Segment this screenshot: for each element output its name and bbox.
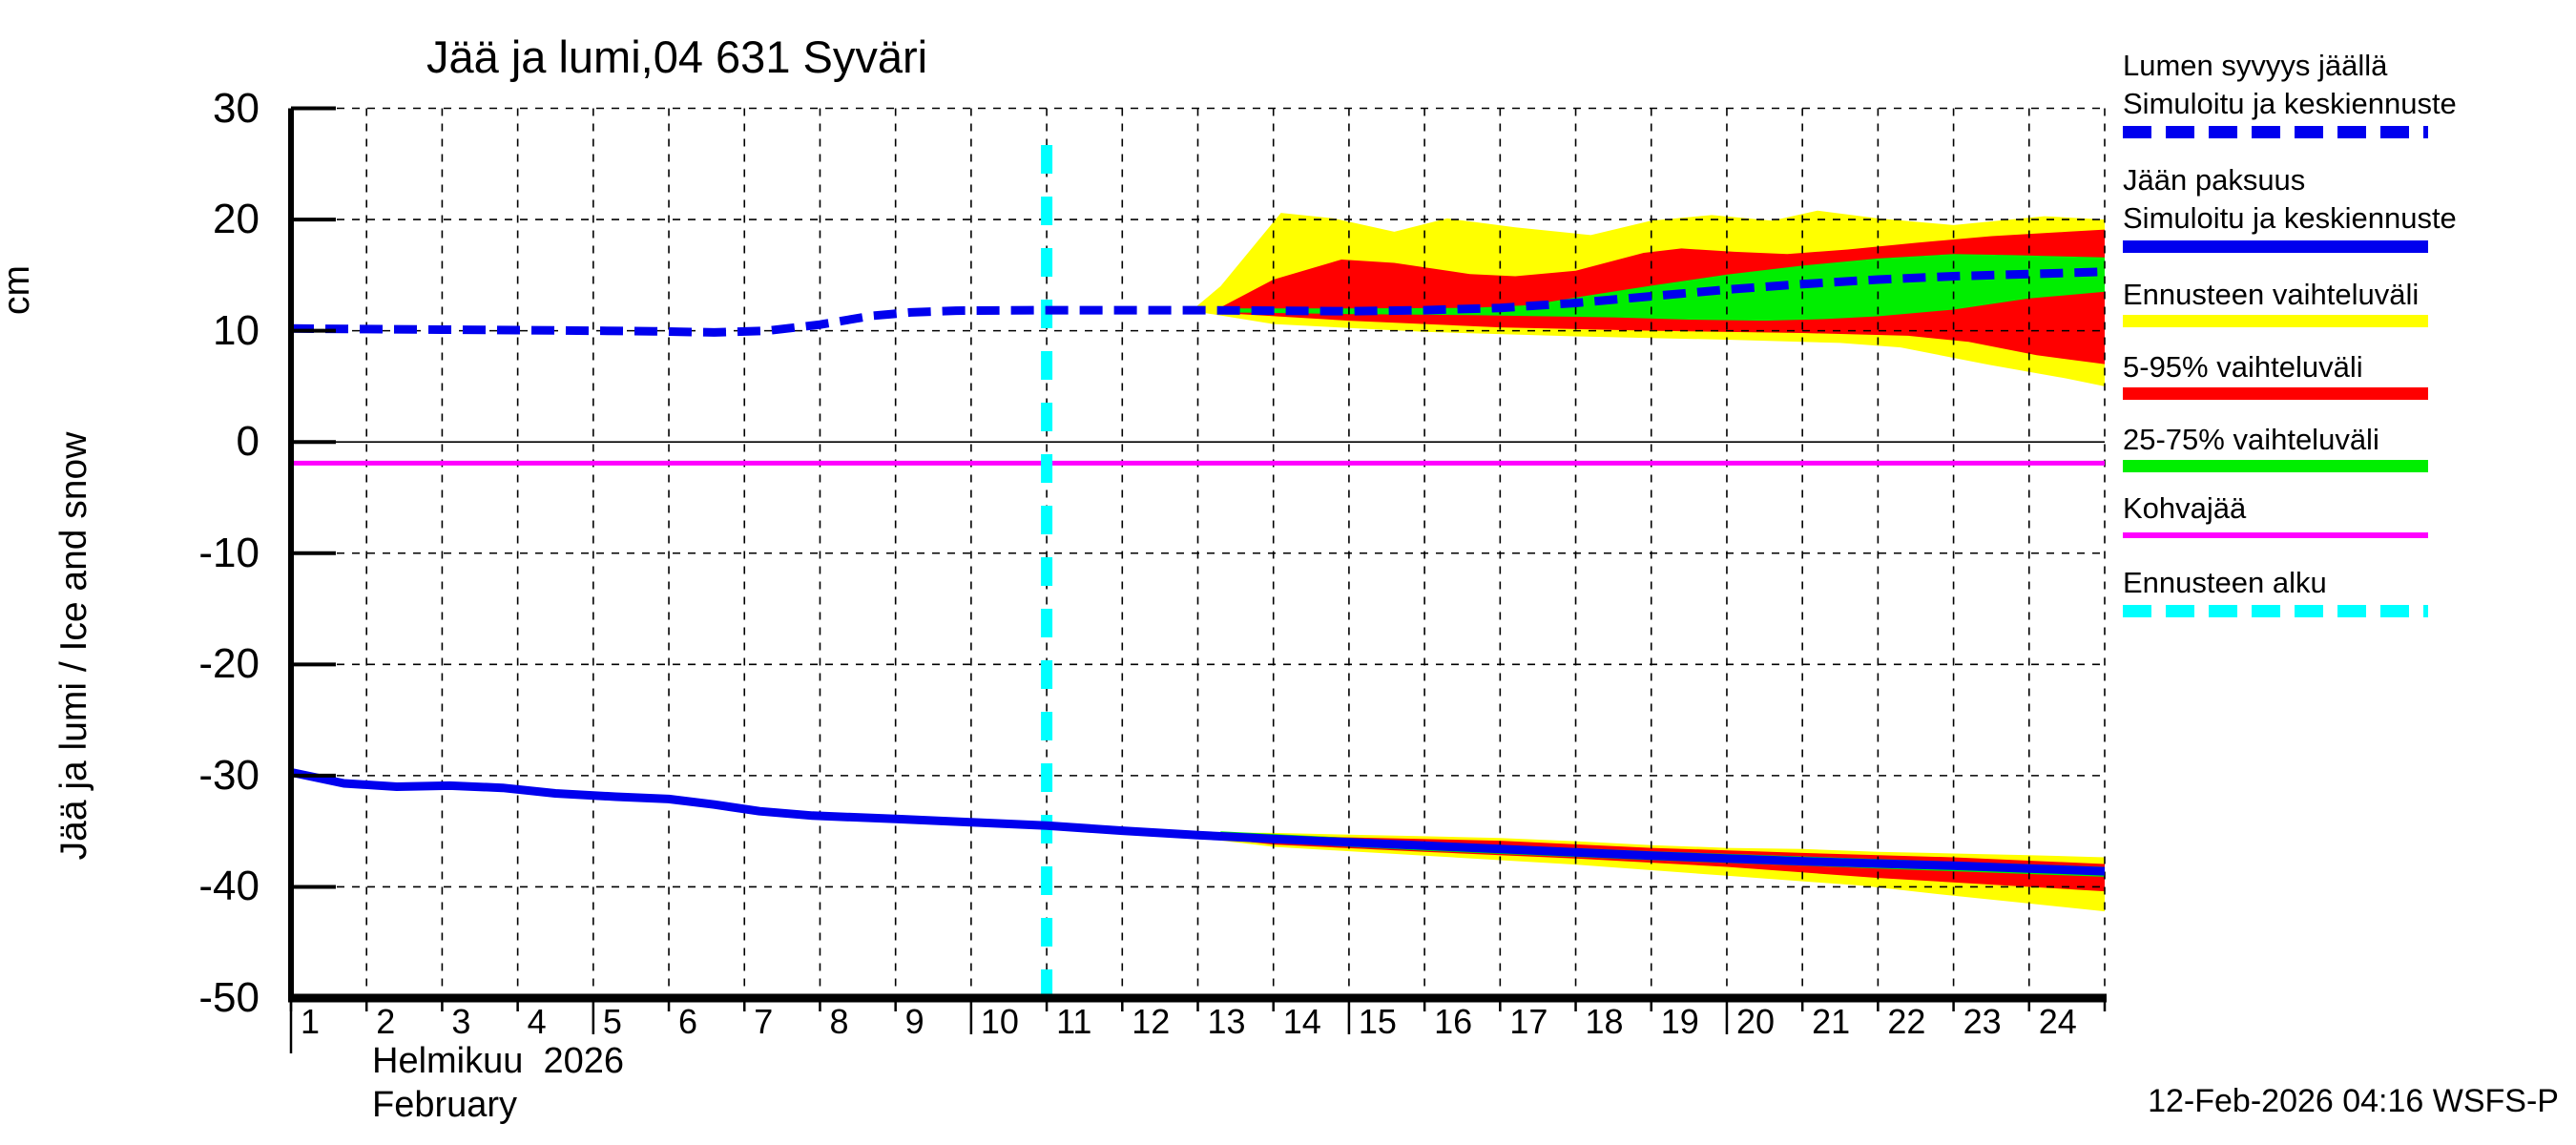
x-day-label-18: 18 <box>1585 1002 1624 1041</box>
run-timestamp: 12-Feb-2026 04:16 WSFS-P <box>2148 1083 2559 1119</box>
series-snow_depth_on_ice_median <box>290 267 2106 337</box>
legend-label-5-95: 5-95% vaihteluväli <box>2123 350 2363 384</box>
x-day-label-9: 9 <box>904 1002 924 1041</box>
legend-sample-forecast-start <box>2123 605 2428 617</box>
x-day-label-20: 20 <box>1735 1002 1775 1041</box>
legend-label-forecast-start: Ennusteen alku <box>2123 566 2327 599</box>
legend-sample-5-95 <box>2123 387 2428 400</box>
legend-label-ice-thickness-1: Jään paksuus <box>2123 163 2306 197</box>
x-day-label-8: 8 <box>829 1002 849 1041</box>
x-day-label-12: 12 <box>1132 1002 1171 1041</box>
band-ice_forecast_range <box>1190 832 2105 912</box>
legend-label-kohvajaa: Kohvajää <box>2123 491 2247 525</box>
x-day-label-7: 7 <box>754 1002 774 1041</box>
x-day-label-4: 4 <box>527 1002 547 1041</box>
x-day-label-10: 10 <box>980 1002 1019 1041</box>
x-day-label-14: 14 <box>1282 1002 1321 1041</box>
legend-sample-kohvajaa <box>2123 532 2428 538</box>
y-tick-label--40: -40 <box>198 863 260 910</box>
band-snow_25_75 <box>1228 254 2105 322</box>
month-label-finnish: Helmikuu 2026 <box>372 1041 625 1081</box>
y-tick-label-30: 30 <box>213 84 260 132</box>
x-day-label-24: 24 <box>2038 1002 2077 1041</box>
x-day-label-3: 3 <box>451 1002 471 1041</box>
y-tick-label-10: 10 <box>213 306 260 354</box>
x-day-label-19: 19 <box>1660 1002 1699 1041</box>
legend-label-forecast-range: Ennusteen vaihteluväli <box>2123 278 2420 311</box>
y-tick-label--10: -10 <box>198 529 260 576</box>
x-day-label-11: 11 <box>1056 1002 1092 1041</box>
x-day-label-6: 6 <box>678 1002 698 1041</box>
legend-sample-forecast-range <box>2123 315 2428 327</box>
x-day-label-17: 17 <box>1509 1002 1548 1041</box>
chart-title: Jää ja lumi,04 631 Syväri <box>426 31 928 82</box>
y-tick-label-0: 0 <box>236 418 260 466</box>
month-label-english: February <box>372 1085 518 1125</box>
legend-label-snow-depth-1: Lumen syvyys jäällä <box>2123 49 2388 82</box>
y-tick-label--50: -50 <box>198 974 260 1021</box>
x-day-label-1: 1 <box>301 1002 321 1041</box>
x-day-label-5: 5 <box>602 1002 622 1041</box>
y-tick-label-20: 20 <box>213 196 260 243</box>
legend-sample-ice-thickness <box>2123 240 2428 253</box>
x-day-label-2: 2 <box>376 1002 396 1041</box>
legend-label-25-75: 25-75% vaihteluväli <box>2123 423 2379 456</box>
legend-label-snow-depth-2: Simuloitu ja keskiennuste <box>2123 87 2457 120</box>
x-day-label-13: 13 <box>1207 1002 1246 1041</box>
x-day-label-21: 21 <box>1812 1002 1851 1041</box>
y-axis-unit-label: cm <box>0 265 37 315</box>
y-tick-label--30: -30 <box>198 751 260 799</box>
y-tick-label--20: -20 <box>198 640 260 688</box>
legend-sample-25-75 <box>2123 460 2428 472</box>
legend-label-ice-thickness-2: Simuloitu ja keskiennuste <box>2123 201 2457 235</box>
x-day-label-22: 22 <box>1887 1002 1926 1041</box>
x-day-label-23: 23 <box>1963 1002 2002 1041</box>
series-ice_thickness_median <box>290 767 2106 876</box>
x-day-label-16: 16 <box>1434 1002 1473 1041</box>
y-axis-label: Jää ja lumi / Ice and snow <box>53 431 94 861</box>
legend-sample-snow-depth <box>2123 126 2428 138</box>
x-day-label-15: 15 <box>1358 1002 1397 1041</box>
